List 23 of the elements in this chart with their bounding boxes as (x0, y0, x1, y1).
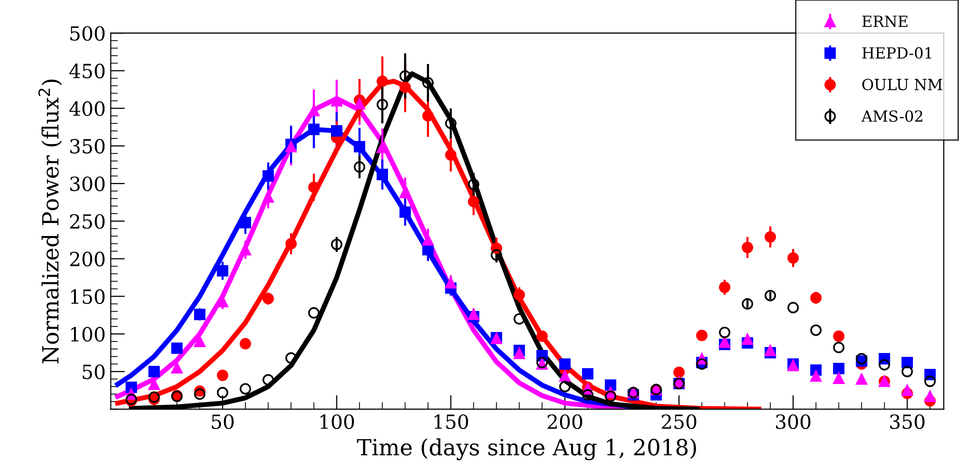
legend-label: AMS-02 (861, 110, 922, 122)
y-tick-label: 200 (70, 252, 105, 266)
x-tick-label: 300 (776, 414, 810, 430)
y-tick-label: 150 (71, 289, 105, 304)
legend-label: ERNE (862, 16, 908, 28)
y-tick-label: 450 (69, 64, 105, 78)
x-tick-label: 150 (434, 414, 468, 430)
y-tick-label: 250 (70, 214, 105, 229)
legend-label: HEPD-01 (862, 47, 932, 59)
x-tick-label: 200 (548, 414, 582, 430)
y-axis-title: Normalized Power (flux$^{2}$) (38, 80, 62, 364)
y-tick-label: 300 (70, 176, 105, 192)
y-tick-label: 100 (71, 326, 105, 342)
x-tick-label: 50 (212, 414, 234, 430)
y-tick-label: 500 (70, 26, 105, 41)
y-tick-label: 400 (69, 101, 105, 116)
legend-label: OULU NM (862, 78, 942, 90)
x-axis-title: Time (days since Aug 1, 2018) (356, 438, 696, 460)
x-tick-label: 350 (890, 414, 924, 430)
y-tick-label: 350 (70, 138, 105, 154)
x-tick-label: 100 (320, 414, 354, 430)
y-tick-label: 50 (82, 364, 105, 380)
x-tick-label: 250 (662, 414, 696, 430)
